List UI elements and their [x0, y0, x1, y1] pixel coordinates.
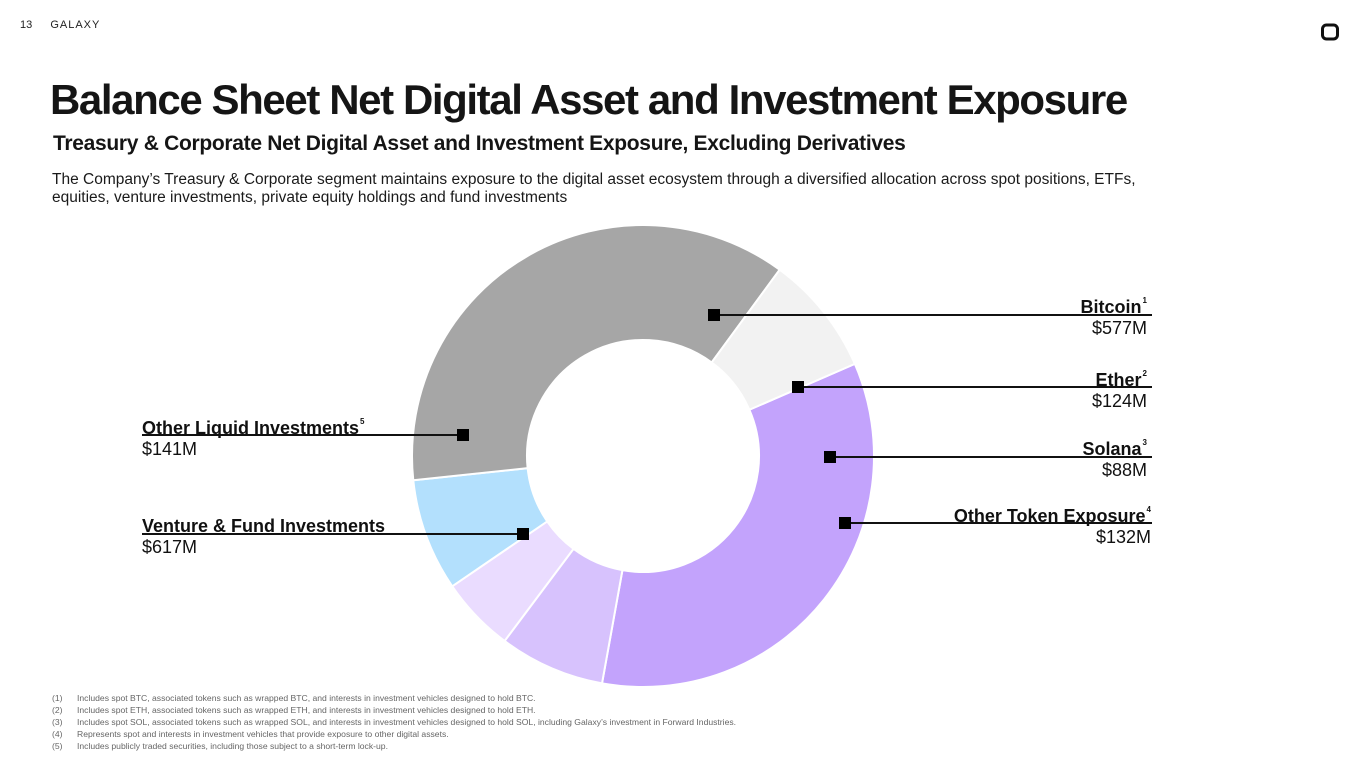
callout-other-liquid: Other Liquid Investments5 $141M [142, 415, 364, 460]
callout-venture-fund: Venture & Fund Investments $617M [142, 513, 386, 558]
callout-value: $132M [1095, 527, 1151, 547]
donut-slice-bitcoin [600, 362, 875, 688]
page-number: 13 [20, 19, 33, 31]
callout-value: $141M [142, 439, 198, 459]
leader-marker [457, 429, 469, 441]
galaxy-logo-icon [1321, 23, 1339, 41]
brand-name: GALAXY [50, 19, 101, 31]
callout-value: $617M [142, 537, 198, 557]
callout-bitcoin: Bitcoin1 $577M [1081, 294, 1147, 339]
footnote-item: (1) Includes spot BTC, associated tokens … [52, 692, 736, 704]
footnote-item: (3) Includes spot SOL, associated tokens … [52, 716, 736, 728]
footnote-ref: 3 [1142, 438, 1147, 447]
donut-slice-other-liquid-investments [710, 268, 857, 412]
footnote-number: (3) [52, 717, 63, 727]
callout-label: Other Liquid Investments [142, 418, 360, 438]
callout-value: $124M [1091, 391, 1147, 411]
footnote-text: Includes spot BTC, associated tokens suc… [77, 693, 536, 703]
slide-header: 13 GALAXY [20, 19, 100, 31]
callout-label: Other Token Exposure [953, 506, 1146, 526]
description: The Company’s Treasury & Corporate segme… [52, 171, 1136, 206]
page-subtitle: Treasury & Corporate Net Digital Asset a… [53, 132, 906, 155]
callout-solana: Solana3 $88M [1083, 436, 1147, 481]
footnote-text: Includes spot SOL, associated tokens suc… [77, 717, 737, 727]
callout-other-token-exposure: Other Token Exposure4 $132M [954, 503, 1151, 548]
footnote-text: Includes spot ETH, associated tokens suc… [77, 705, 536, 715]
footnote-text: Includes publicly traded securities, inc… [77, 741, 388, 751]
footnote-item: (2) Includes spot ETH, associated tokens … [52, 704, 736, 716]
footnote-number: (1) [52, 693, 63, 703]
footnote-ref: 4 [1146, 505, 1151, 514]
leader-marker [792, 381, 804, 393]
callout-ether: Ether2 $124M [1092, 367, 1147, 412]
leader-marker [824, 451, 836, 463]
callout-label: Solana [1082, 439, 1142, 459]
footnote-item: (5) Includes publicly traded securities, … [52, 740, 736, 752]
callout-value: $577M [1091, 318, 1147, 338]
footnote-number: (5) [52, 741, 63, 751]
callout-label: Ether [1095, 370, 1142, 390]
footnote-ref: 2 [1142, 369, 1147, 378]
callout-value: $88M [1101, 460, 1147, 480]
leader-marker [517, 528, 529, 540]
callout-label: Bitcoin [1080, 297, 1142, 317]
leader-marker [708, 309, 720, 321]
footnote-number: (4) [52, 729, 63, 739]
footnote-ref: 1 [1142, 296, 1147, 305]
leader-marker [839, 517, 851, 529]
footnotes: (1) Includes spot BTC, associated tokens … [52, 692, 736, 752]
callout-label: Venture & Fund Investments [142, 516, 386, 536]
donut-slice-venture-fund-investments [411, 224, 782, 482]
page-title: Balance Sheet Net Digital Asset and Inve… [50, 76, 1128, 123]
footnote-item: (4) Represents spot and interests in inve… [52, 728, 736, 740]
footnote-number: (2) [52, 705, 63, 715]
footnote-text: Represents spot and interests in investm… [77, 729, 449, 739]
footnote-ref: 5 [360, 417, 365, 426]
